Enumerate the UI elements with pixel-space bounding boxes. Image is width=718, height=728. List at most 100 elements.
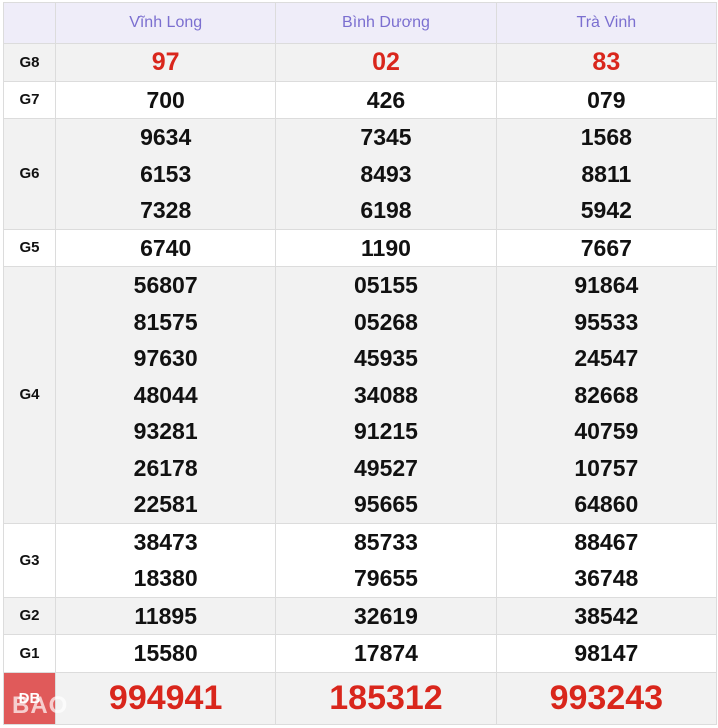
result-cell: 7667: [495, 228, 718, 267]
result-cell: 85733 79655: [275, 522, 497, 598]
result-cell: 88467 36748: [495, 522, 718, 598]
result-cell: 15580: [54, 634, 277, 673]
result-number: 426: [366, 86, 406, 113]
result-number: 993243: [549, 678, 664, 717]
result-cell: 426: [275, 80, 497, 119]
result-number: 6740: [140, 234, 192, 261]
result-cell: 02: [275, 43, 497, 82]
result-cell: 994941: [54, 671, 277, 725]
prize-label: G7: [3, 80, 56, 119]
result-number: 88467: [574, 528, 639, 555]
result-number: 079: [587, 86, 626, 113]
result-number: 15580: [133, 640, 198, 666]
prize-label: G4: [3, 266, 56, 524]
result-number: 81575: [133, 308, 198, 335]
result-number: 10757: [574, 454, 639, 481]
result-number: 40759: [574, 418, 639, 444]
result-number: 1568: [580, 124, 632, 150]
result-number: 93281: [133, 418, 198, 444]
result-cell: 32619: [275, 596, 497, 635]
result-cell: 83: [495, 43, 718, 82]
prize-label: ĐB BAO: [3, 671, 67, 725]
result-number: 1190: [361, 234, 411, 261]
result-number: 36748: [574, 565, 639, 591]
result-cell: 56807 81575 97630 48044 93281 26178 22581: [54, 266, 277, 524]
watermark-logo: BAO: [12, 691, 69, 719]
result-number: 7667: [580, 234, 632, 261]
prize-row-đb: ĐB BAO 994941 185312 993243: [3, 671, 718, 725]
result-number: 91864: [574, 272, 639, 298]
result-cell: 91864 95533 24547 82668 40759 10757 64860: [495, 266, 718, 524]
result-number: 79655: [354, 565, 418, 591]
result-number: 05155: [354, 272, 418, 298]
result-number: 18380: [133, 565, 198, 591]
province-header[interactable]: Bình Dương: [275, 2, 497, 44]
prize-label: G5: [3, 228, 56, 267]
header-row: Vĩnh Long Bình Dương Trà Vinh: [3, 2, 718, 44]
result-cell: 1190: [275, 228, 497, 267]
result-cell: 9634 6153 7328: [54, 118, 277, 230]
result-number: 5942: [580, 197, 632, 223]
result-number: 64860: [574, 491, 639, 517]
lottery-results-table: Vĩnh Long Bình Dương Trà Vinh G8 97 02 83 G7…: [3, 2, 718, 725]
result-number: 24547: [574, 345, 639, 371]
result-cell: 98147: [495, 634, 718, 673]
result-number: 8493: [360, 160, 412, 187]
result-number: 11895: [134, 602, 198, 629]
prize-row-g4: G4 56807 81575 97630 48044 93281 26178 22581 051…: [3, 266, 718, 524]
result-number: 56807: [133, 272, 198, 298]
result-number: 97: [151, 48, 180, 76]
prize-label: G8: [3, 43, 56, 82]
result-cell: 11895: [54, 596, 277, 635]
prize-row-g1: G1 15580 17874 98147: [3, 634, 718, 673]
result-number: 9634: [140, 124, 192, 150]
result-number: 38473: [133, 528, 198, 555]
result-cell: 993243: [495, 671, 718, 725]
result-cell: 97: [54, 43, 277, 82]
result-number: 17874: [354, 640, 418, 666]
result-number: 05268: [354, 308, 418, 335]
corner-cell: [3, 2, 56, 44]
result-cell: 17874: [275, 634, 497, 673]
result-cell: 1568 8811 5942: [495, 118, 718, 230]
province-header[interactable]: Vĩnh Long: [54, 2, 277, 44]
result-number: 95665: [354, 491, 418, 517]
result-number: 98147: [574, 640, 639, 666]
prize-row-g8: G8 97 02 83: [3, 43, 718, 82]
result-number: 994941: [108, 678, 223, 717]
result-cell: 700: [54, 80, 277, 119]
result-number: 185312: [329, 678, 443, 717]
result-cell: 05155 05268 45935 34088 91215 49527 95665: [275, 266, 497, 524]
prize-label: G1: [3, 634, 56, 673]
result-cell: 185312: [275, 671, 497, 725]
prize-row-g2: G2 11895 32619 38542: [3, 596, 718, 635]
result-number: 48044: [133, 381, 198, 408]
prize-row-g6: G6 9634 6153 7328 7345 8493 6198 1568 8811 5942: [3, 118, 718, 230]
result-number: 83: [592, 48, 621, 76]
province-header[interactable]: Trà Vinh: [495, 2, 718, 44]
prize-row-g3: G3 38473 18380 85733 79655 88467 36748: [3, 522, 718, 598]
result-cell: 079: [495, 80, 718, 119]
prize-row-g5: G5 6740 1190 7667: [3, 228, 718, 267]
result-number: 85733: [354, 528, 418, 555]
result-number: 91215: [354, 418, 418, 444]
prize-label: G2: [3, 596, 56, 635]
result-number: 02: [372, 48, 400, 76]
result-number: 34088: [354, 381, 418, 408]
result-number: 7345: [360, 124, 412, 150]
prize-row-g7: G7 700 426 079: [3, 80, 718, 119]
result-cell: 38542: [495, 596, 718, 635]
result-cell: 38473 18380: [54, 522, 277, 598]
result-number: 26178: [133, 454, 198, 481]
prize-label: G3: [3, 522, 56, 598]
result-number: 95533: [574, 308, 639, 335]
result-number: 6198: [360, 197, 412, 223]
result-number: 8811: [581, 160, 632, 187]
prize-label: G6: [3, 118, 56, 230]
result-number: 22581: [133, 491, 198, 517]
result-number: 6153: [140, 160, 192, 187]
result-number: 97630: [133, 345, 198, 371]
result-number: 82668: [574, 381, 639, 408]
result-number: 49527: [354, 454, 418, 481]
result-number: 7328: [140, 197, 192, 223]
